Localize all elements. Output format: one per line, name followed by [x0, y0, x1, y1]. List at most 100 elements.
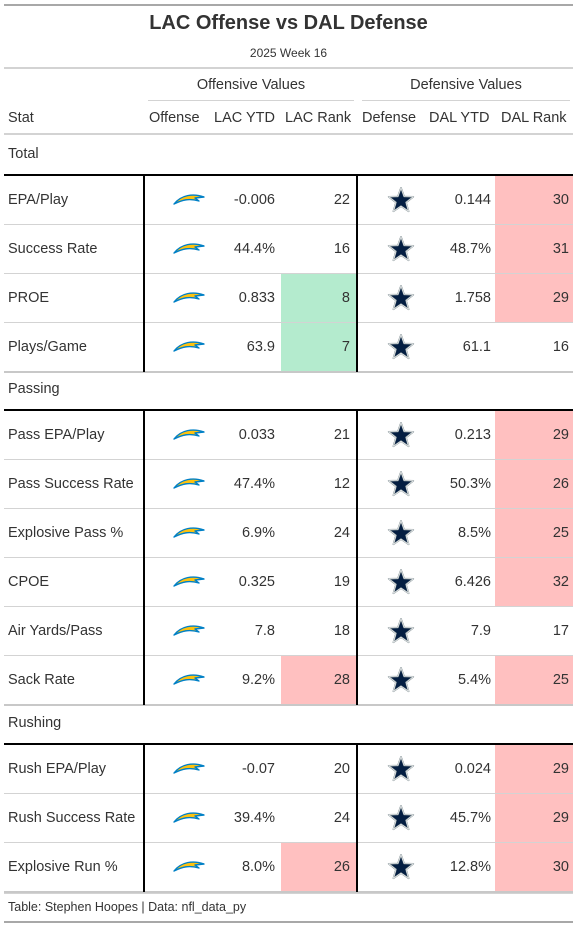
dal-rank-highlight: [495, 225, 573, 274]
chargers-bolt-icon: [173, 427, 205, 443]
lac-rank-value: 21: [333, 427, 350, 443]
stat-label: Sack Rate: [8, 672, 75, 688]
dal-rank-highlight: [495, 274, 573, 323]
table-row: EPA/Play -0.006 22 0.144 30: [4, 176, 573, 225]
group-top-border: [4, 743, 573, 745]
dal-rank-value: 30: [552, 192, 569, 208]
lac-ytd-value: -0.006: [233, 192, 275, 208]
row-divider: [4, 273, 573, 274]
cowboys-star-icon: [387, 470, 415, 498]
table-row: Plays/Game 63.9 7 61.1 16: [4, 323, 573, 372]
dal-rank-value: 29: [552, 761, 569, 777]
dal-rank-highlight: [495, 558, 573, 607]
lac-rank-value: 24: [333, 525, 350, 541]
table-row: Pass Success Rate 47.4% 12 50.3% 26: [4, 460, 573, 509]
row-divider: [4, 655, 573, 656]
cowboys-star-icon: [387, 333, 415, 361]
stat-label: PROE: [8, 290, 50, 306]
row-divider: [4, 371, 573, 373]
cowboys-star-icon: [387, 421, 415, 449]
cowboys-star-icon: [387, 853, 415, 881]
stat-label: Pass Success Rate: [8, 476, 134, 492]
column-header-dal-ytd: DAL YTD: [429, 110, 490, 126]
column-header-defense: Defense: [362, 110, 417, 126]
chargers-bolt-icon: [173, 525, 205, 541]
column-header-dal-rank: DAL Rank: [501, 110, 567, 126]
dal-rank-highlight: [495, 794, 573, 843]
stat-label: Explosive Pass %: [8, 525, 124, 541]
dal-ytd-value: 48.7%: [449, 241, 491, 257]
lac-rank-value: 28: [333, 672, 350, 688]
lac-rank-highlight: [281, 656, 357, 705]
lac-rank-value: 19: [333, 574, 350, 590]
stat-label: Plays/Game: [8, 339, 87, 355]
cowboys-star-icon: [387, 186, 415, 214]
cowboys-star-icon: [387, 568, 415, 596]
lac-rank-highlight: [281, 323, 357, 372]
spanner-defensive-values: Defensive Values: [410, 77, 522, 93]
row-divider: [4, 459, 573, 460]
table-subtitle: 2025 Week 16: [249, 46, 328, 60]
lac-ytd-value: 0.033: [238, 427, 275, 443]
dal-ytd-value: 7.9: [470, 623, 491, 639]
table-row: PROE 0.833 8 1.758 29: [4, 274, 573, 323]
dal-ytd-value: 6.426: [454, 574, 491, 590]
lac-ytd-value: 6.9%: [241, 525, 275, 541]
dal-rank-value: 16: [552, 339, 569, 355]
dal-rank-value: 25: [552, 525, 569, 541]
cowboys-star-icon: [387, 519, 415, 547]
dal-ytd-value: 61.1: [462, 339, 491, 355]
lac-rank-value: 18: [333, 623, 350, 639]
dal-rank-highlight: [495, 656, 573, 705]
table-row: Success Rate 44.4% 16 48.7% 31: [4, 225, 573, 274]
lac-rank-value: 22: [333, 192, 350, 208]
table-row: Air Yards/Pass 7.8 18 7.9 17: [4, 607, 573, 656]
cowboys-star-icon: [387, 755, 415, 783]
stat-label: CPOE: [8, 574, 50, 590]
table-row: Rush EPA/Play -0.07 20 0.024 29: [4, 745, 573, 794]
row-divider: [4, 891, 573, 893]
dal-rank-value: 32: [552, 574, 569, 590]
lac-rank-value: 26: [333, 859, 350, 875]
source-note: Table: Stephen Hoopes | Data: nfl_data_p…: [8, 900, 247, 914]
lac-ytd-value: 9.2%: [241, 672, 275, 688]
dal-rank-value: 31: [552, 241, 569, 257]
lac-ytd-value: 8.0%: [241, 859, 275, 875]
chargers-bolt-icon: [173, 761, 205, 777]
table-row: CPOE 0.325 19 6.426 32: [4, 558, 573, 607]
table-title: LAC Offense vs DAL Defense: [149, 12, 428, 34]
row-divider: [4, 704, 573, 706]
column-header-divider: [4, 133, 573, 135]
dal-rank-highlight: [495, 745, 573, 794]
lac-ytd-value: 7.8: [254, 623, 275, 639]
group-label-passing: Passing: [8, 381, 60, 397]
cowboys-star-icon: [387, 617, 415, 645]
stat-label: Explosive Run %: [8, 859, 118, 875]
spanner-offensive-values: Offensive Values: [196, 77, 306, 93]
row-divider: [4, 557, 573, 558]
lac-ytd-value: 0.833: [238, 290, 275, 306]
dal-rank-highlight: [495, 460, 573, 509]
lac-rank-highlight: [281, 843, 357, 892]
dal-rank-value: 29: [552, 810, 569, 826]
group-label-total: Total: [8, 146, 39, 162]
lac-rank-value: 24: [333, 810, 350, 826]
dal-ytd-value: 0.144: [454, 192, 491, 208]
footer-divider: [4, 893, 573, 894]
row-divider: [4, 842, 573, 843]
defense-column-border: [356, 174, 358, 372]
lac-rank-highlight: [281, 274, 357, 323]
dal-rank-highlight: [495, 176, 573, 225]
row-divider: [4, 322, 573, 323]
cowboys-star-icon: [387, 284, 415, 312]
row-divider: [4, 508, 573, 509]
top-border: [4, 4, 573, 6]
lac-ytd-value: 44.4%: [233, 241, 275, 257]
lac-rank-value: 7: [341, 339, 350, 355]
dal-rank-value: 26: [552, 476, 569, 492]
heading-divider: [4, 67, 573, 69]
row-divider: [4, 224, 573, 225]
lac-ytd-value: 0.325: [238, 574, 275, 590]
stat-label: Rush EPA/Play: [8, 761, 107, 777]
spanner-offensive-rule: [148, 100, 354, 101]
